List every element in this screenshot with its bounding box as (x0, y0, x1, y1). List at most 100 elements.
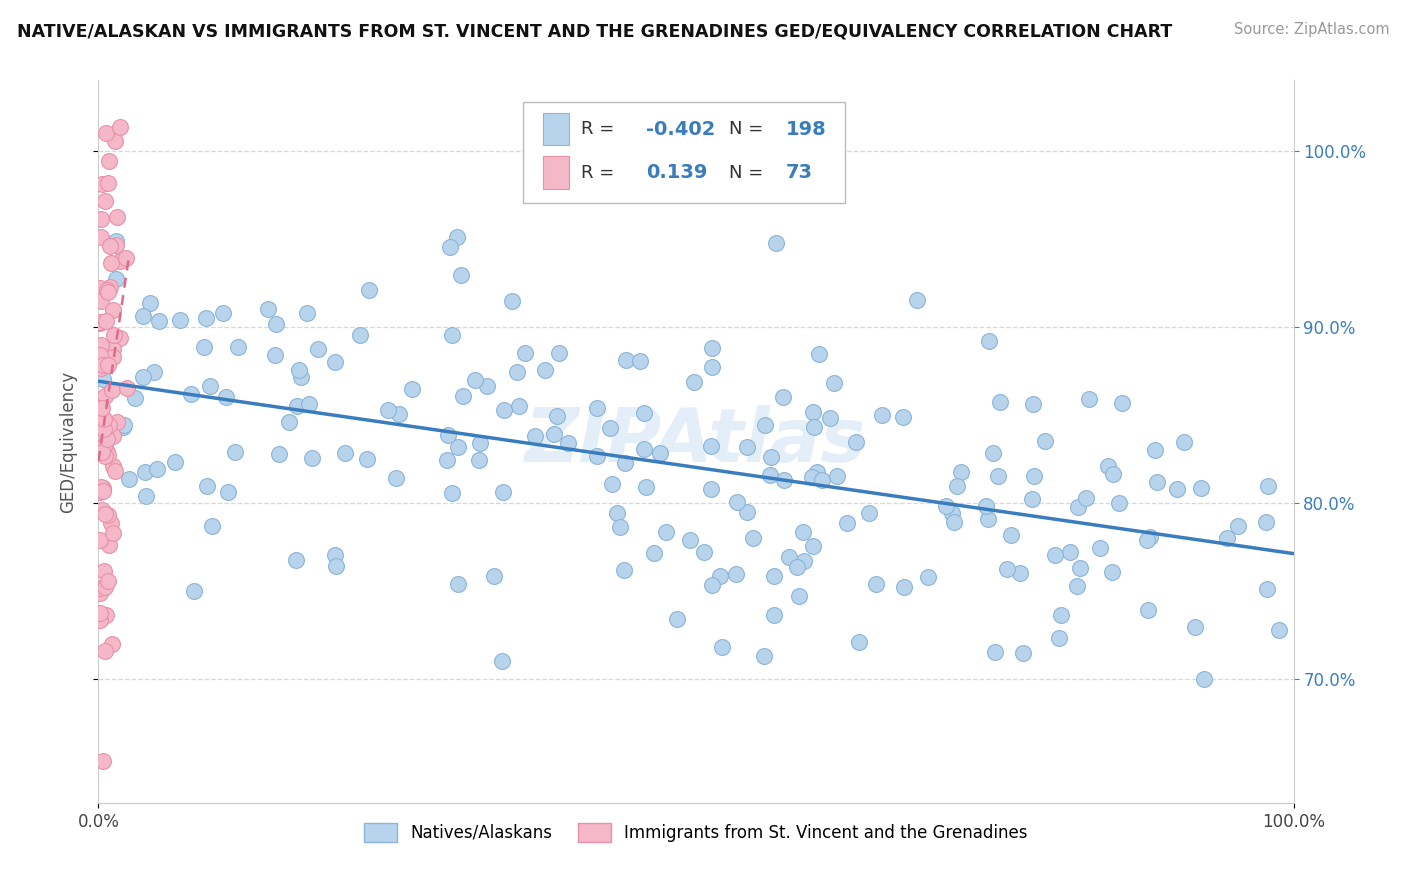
Text: Source: ZipAtlas.com: Source: ZipAtlas.com (1233, 22, 1389, 37)
Point (533, 362, 555, 376)
Point (89, 315, 111, 329)
Point (835, 516, 858, 530)
Point (284, 553, 307, 567)
Point (987, 468, 1010, 483)
Point (735, 505, 758, 519)
Point (91, 483, 114, 498)
Point (845, 434, 868, 449)
Point (90, 401, 112, 416)
Point (754, 417, 776, 432)
Point (96, 283, 118, 297)
Point (89, 607, 111, 621)
Point (633, 406, 655, 420)
Point (183, 584, 205, 599)
Point (132, 310, 155, 324)
Point (139, 296, 162, 310)
Point (1166, 482, 1188, 496)
Point (301, 451, 323, 466)
Point (110, 253, 132, 268)
Point (1022, 396, 1045, 410)
Point (492, 485, 515, 500)
Point (96, 607, 118, 622)
Point (1146, 475, 1168, 489)
Point (101, 302, 124, 317)
Point (557, 436, 579, 450)
Point (808, 347, 831, 361)
Point (89, 280, 111, 294)
Point (693, 544, 716, 558)
Point (524, 429, 547, 443)
Point (105, 235, 128, 249)
Point (508, 399, 530, 413)
Point (758, 467, 780, 482)
Point (98, 239, 121, 253)
Point (97, 574, 120, 589)
Point (96, 445, 118, 459)
Point (811, 474, 834, 488)
Point (97, 358, 120, 372)
Point (124, 392, 146, 406)
Point (741, 531, 763, 545)
Point (586, 401, 609, 415)
Point (447, 440, 470, 454)
Point (1136, 603, 1159, 617)
Point (1059, 545, 1081, 559)
Point (801, 540, 824, 554)
Point (193, 340, 215, 354)
Point (614, 456, 637, 470)
FancyBboxPatch shape (523, 102, 845, 203)
Point (679, 533, 702, 548)
Point (1256, 515, 1278, 529)
Text: R =: R = (581, 120, 614, 138)
Point (89, 585, 111, 599)
Point (1101, 565, 1123, 579)
Point (700, 359, 723, 374)
Point (307, 342, 329, 356)
Point (89, 484, 111, 499)
Point (96, 126, 118, 140)
Point (977, 512, 1000, 526)
Point (1047, 631, 1070, 645)
Point (1194, 672, 1216, 686)
Point (105, 415, 128, 429)
Point (112, 418, 135, 433)
Point (482, 568, 505, 582)
Point (94, 580, 117, 594)
Point (108, 331, 131, 345)
Point (643, 546, 665, 560)
Point (547, 345, 569, 359)
Point (977, 334, 1000, 348)
Point (981, 446, 1004, 460)
Point (1226, 518, 1249, 533)
Point (1184, 620, 1206, 634)
Point (437, 427, 460, 442)
Point (1043, 548, 1066, 562)
Point (90, 361, 112, 376)
Point (100, 516, 122, 531)
Text: NATIVE/ALASKAN VS IMMIGRANTS FROM ST. VINCENT AND THE GRENADINES GED/EQUIVALENCY: NATIVE/ALASKAN VS IMMIGRANTS FROM ST. VI… (17, 22, 1173, 40)
Point (858, 507, 880, 521)
Point (212, 306, 235, 320)
Point (297, 306, 319, 320)
Point (1143, 443, 1166, 458)
Point (356, 451, 378, 466)
Point (515, 346, 537, 360)
Point (101, 350, 124, 364)
Point (132, 370, 155, 384)
Point (984, 645, 1007, 659)
Point (1010, 566, 1032, 581)
Point (91, 754, 114, 768)
Point (606, 506, 628, 520)
Point (820, 411, 842, 425)
Point (825, 469, 848, 483)
Point (436, 453, 458, 467)
Point (90, 294, 112, 309)
Point (97, 539, 120, 553)
Point (468, 436, 491, 450)
Point (143, 365, 166, 379)
Point (226, 340, 249, 354)
Point (93, 412, 115, 426)
Point (1173, 435, 1195, 450)
Point (1090, 541, 1112, 556)
Point (115, 251, 138, 265)
